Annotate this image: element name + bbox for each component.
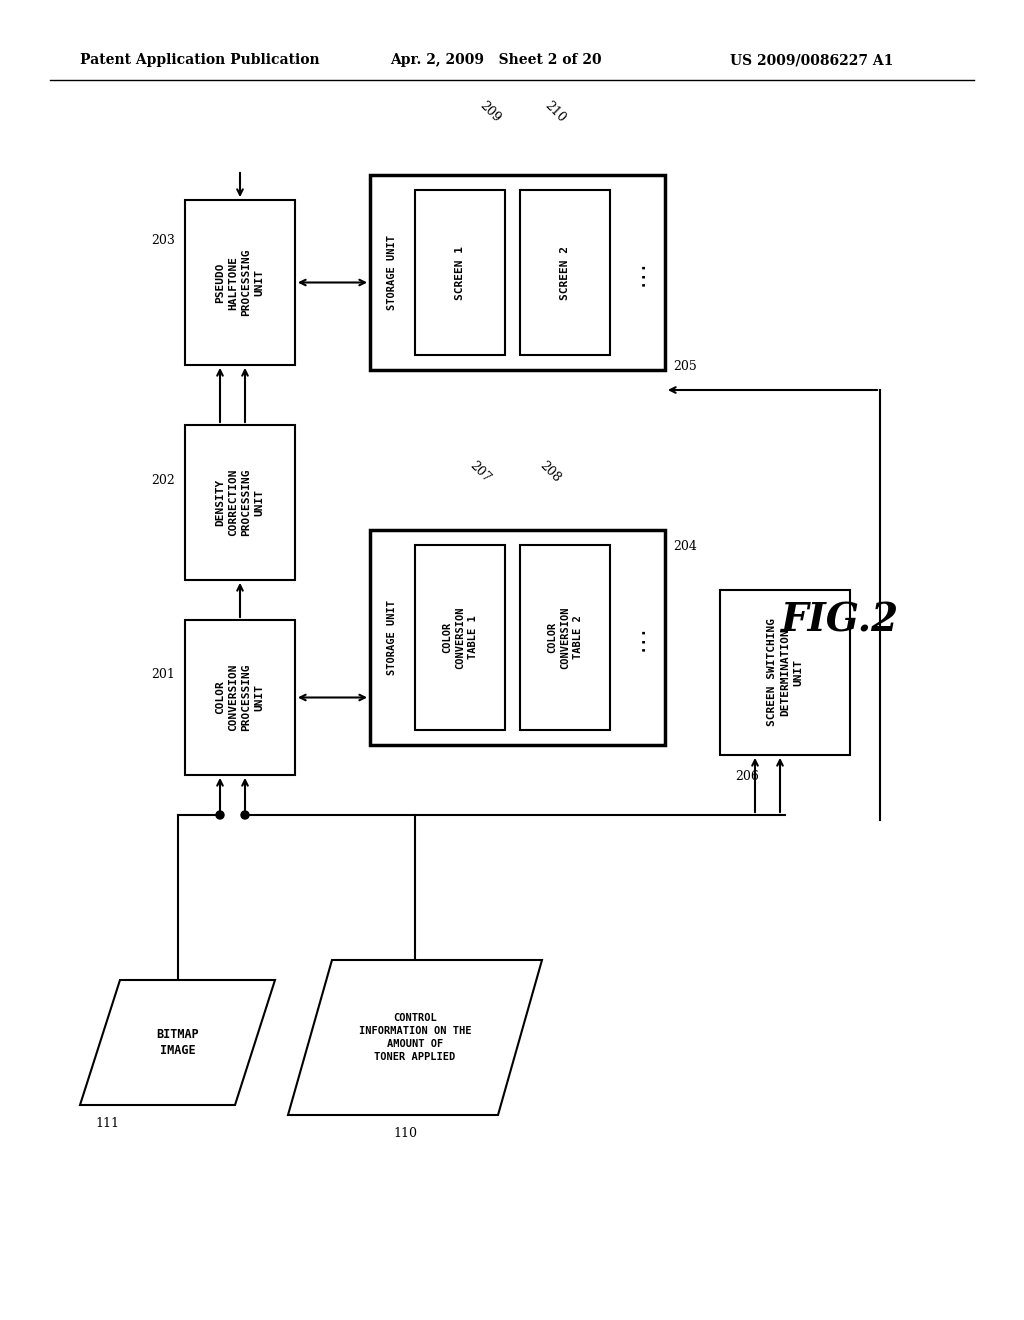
Polygon shape bbox=[288, 960, 542, 1115]
Text: ...: ... bbox=[631, 259, 645, 286]
Text: COLOR
CONVERSION
TABLE 1: COLOR CONVERSION TABLE 1 bbox=[441, 606, 478, 669]
Text: STORAGE UNIT: STORAGE UNIT bbox=[387, 601, 397, 675]
Text: 201: 201 bbox=[152, 668, 175, 681]
Bar bbox=[370, 176, 665, 370]
Text: 209: 209 bbox=[477, 99, 503, 125]
Text: Patent Application Publication: Patent Application Publication bbox=[80, 53, 319, 67]
Bar bbox=[720, 590, 850, 755]
Text: 202: 202 bbox=[152, 474, 175, 487]
Text: COLOR
CONVERSION
TABLE 2: COLOR CONVERSION TABLE 2 bbox=[547, 606, 584, 669]
Text: PSEUDO
HALFTONE
PROCESSING
UNIT: PSEUDO HALFTONE PROCESSING UNIT bbox=[215, 248, 265, 317]
Text: SCREEN SWITCHING
DETERMINATION
UNIT: SCREEN SWITCHING DETERMINATION UNIT bbox=[767, 619, 803, 726]
Text: 206: 206 bbox=[735, 770, 759, 783]
Text: ...: ... bbox=[631, 624, 645, 651]
Text: 203: 203 bbox=[152, 234, 175, 247]
Text: SCREEN 2: SCREEN 2 bbox=[560, 246, 570, 300]
Text: CONTROL
INFORMATION ON THE
AMOUNT OF
TONER APPLIED: CONTROL INFORMATION ON THE AMOUNT OF TON… bbox=[358, 1012, 471, 1063]
Bar bbox=[520, 190, 610, 355]
Text: SCREEN 1: SCREEN 1 bbox=[455, 246, 465, 300]
Circle shape bbox=[216, 810, 224, 818]
Bar bbox=[415, 190, 505, 355]
Text: 110: 110 bbox=[393, 1127, 417, 1140]
Text: 111: 111 bbox=[95, 1117, 119, 1130]
Bar bbox=[520, 545, 610, 730]
Text: 210: 210 bbox=[542, 99, 568, 125]
Circle shape bbox=[241, 810, 249, 818]
Bar bbox=[415, 545, 505, 730]
Text: BITMAP
IMAGE: BITMAP IMAGE bbox=[156, 1027, 199, 1057]
Bar bbox=[185, 620, 295, 775]
Text: 207: 207 bbox=[467, 459, 493, 484]
Text: US 2009/0086227 A1: US 2009/0086227 A1 bbox=[730, 53, 893, 67]
Bar bbox=[185, 201, 295, 366]
Polygon shape bbox=[80, 979, 275, 1105]
Text: DENSITY
CORRECTION
PROCESSING
UNIT: DENSITY CORRECTION PROCESSING UNIT bbox=[215, 469, 265, 536]
Text: 205: 205 bbox=[673, 360, 696, 374]
Bar bbox=[370, 531, 665, 744]
Text: COLOR
CONVERSION
PROCESSING
UNIT: COLOR CONVERSION PROCESSING UNIT bbox=[215, 664, 265, 731]
Text: FIG.2: FIG.2 bbox=[781, 601, 899, 639]
Text: Apr. 2, 2009   Sheet 2 of 20: Apr. 2, 2009 Sheet 2 of 20 bbox=[390, 53, 602, 67]
Bar bbox=[185, 425, 295, 579]
Text: 208: 208 bbox=[537, 459, 563, 484]
Text: 204: 204 bbox=[673, 540, 697, 553]
Text: STORAGE UNIT: STORAGE UNIT bbox=[387, 235, 397, 310]
